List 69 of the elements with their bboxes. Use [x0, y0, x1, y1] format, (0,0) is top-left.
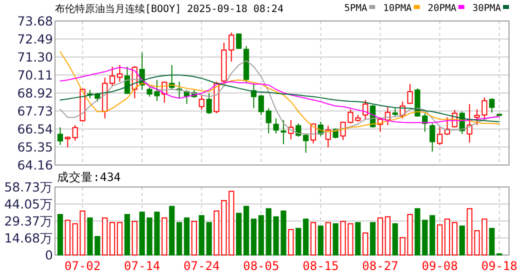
bar	[191, 220, 197, 256]
bar	[489, 228, 495, 256]
y-tick-label: 44.05万	[4, 196, 53, 212]
bar	[236, 212, 242, 256]
y-tick-label: 72.49	[17, 32, 54, 46]
y-tick-label: 67.73	[17, 104, 53, 118]
bar	[124, 214, 130, 256]
x-tick-label: 07-24	[184, 259, 220, 273]
bar	[377, 217, 384, 256]
bar	[258, 215, 264, 256]
bar	[296, 228, 302, 256]
x-tick-label: 08-27	[362, 259, 398, 273]
bar	[57, 214, 64, 256]
bar	[459, 226, 465, 256]
bar	[392, 223, 398, 256]
y-tick-label: 65.35	[17, 140, 53, 154]
bar	[243, 206, 250, 256]
legend-label: 5PMA	[344, 3, 368, 14]
bar	[176, 222, 182, 256]
x-tick-label: 07-14	[124, 259, 160, 273]
y-tick-label: 0	[45, 248, 54, 262]
bar	[110, 222, 116, 256]
bar	[132, 220, 138, 256]
bar	[116, 222, 123, 256]
chart-title: 成交量:434	[57, 170, 121, 184]
bar	[64, 220, 70, 256]
bar	[332, 223, 338, 256]
bar	[198, 215, 204, 256]
bar	[184, 217, 190, 256]
bar	[452, 222, 458, 256]
bar	[310, 222, 316, 256]
y-tick-label: 73.68	[17, 14, 54, 28]
y-tick-label: 29.37万	[4, 213, 53, 228]
bar	[102, 217, 108, 256]
candlestick	[466, 104, 472, 144]
x-tick-label: 08-05	[243, 259, 280, 273]
y-tick-label: 58.73万	[4, 180, 53, 194]
bar	[250, 218, 257, 256]
x-tick-label: 08-15	[302, 259, 339, 273]
bar	[384, 216, 390, 256]
chart-title: 布伦特原油当月连续[BOOY] 2025-09-18 08:24	[55, 3, 284, 15]
bar	[162, 217, 168, 256]
x-tick-label: 09-08	[422, 259, 458, 273]
legend-label: 20PMA	[428, 3, 457, 14]
candlestick	[273, 118, 279, 134]
x-tick-label: 07-02	[64, 259, 101, 273]
bar	[355, 222, 361, 256]
bar	[362, 232, 368, 256]
bar	[206, 222, 212, 256]
bar	[169, 206, 175, 256]
bar	[436, 224, 443, 256]
bar	[318, 226, 324, 256]
y-tick-label: 70.11	[17, 68, 53, 82]
y-tick-label: 66.54	[17, 122, 54, 136]
bar	[430, 215, 436, 256]
legend-label: 30PMA	[472, 3, 502, 14]
bar	[325, 222, 331, 256]
bar	[370, 222, 376, 256]
y-tick-label: 64.16	[17, 158, 54, 172]
y-tick-label: 14.68万	[4, 230, 53, 246]
y-tick-label: 71.30	[17, 50, 54, 64]
bar	[288, 229, 294, 256]
candlestick	[280, 120, 286, 145]
y-tick-label: 68.92	[17, 86, 53, 100]
legend-label: 10PMA	[383, 3, 412, 14]
bar	[444, 218, 450, 256]
candlestick	[64, 136, 70, 148]
x-tick-label: 09-18	[481, 259, 518, 273]
bar	[303, 218, 309, 256]
